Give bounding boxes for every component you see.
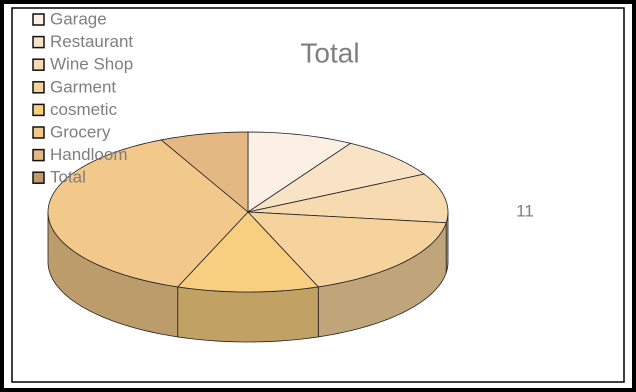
- legend-swatch: [32, 58, 45, 71]
- legend-label: Garment: [50, 77, 116, 96]
- pie-slice: [176, 211, 320, 293]
- pie-slice: [247, 142, 426, 213]
- legend-label: Total: [50, 168, 86, 187]
- legend-swatch: [32, 103, 45, 117]
- legend-label: Garage: [50, 9, 107, 28]
- pie-slice: [247, 131, 352, 213]
- pie-slice: [247, 173, 449, 224]
- legend-label: Grocery: [50, 122, 111, 141]
- pie-slice-side: [177, 286, 319, 343]
- pie: [47, 131, 449, 343]
- legend-swatch: [32, 126, 45, 139]
- chart-border: [11, 7, 625, 383]
- annotation: 11: [516, 201, 534, 220]
- legend-label: Restaurant: [50, 32, 133, 51]
- legend-label: cosmetic: [50, 100, 118, 119]
- chart-title: Total: [300, 37, 359, 68]
- pie-slice: [247, 211, 447, 288]
- legend-swatch: [32, 13, 45, 26]
- legend-swatch: [32, 35, 45, 49]
- legend-label: Wine Shop: [50, 55, 133, 74]
- legend: Garage Restaurant Wine Shop Garment cosmetic…: [32, 9, 133, 187]
- legend-swatch: [32, 81, 45, 94]
- pie-slice: [160, 131, 249, 213]
- pie-slice: [47, 139, 249, 288]
- legend-label: Handloom: [50, 145, 128, 164]
- legend-swatch: [32, 148, 45, 162]
- legend-swatch: [32, 171, 45, 184]
